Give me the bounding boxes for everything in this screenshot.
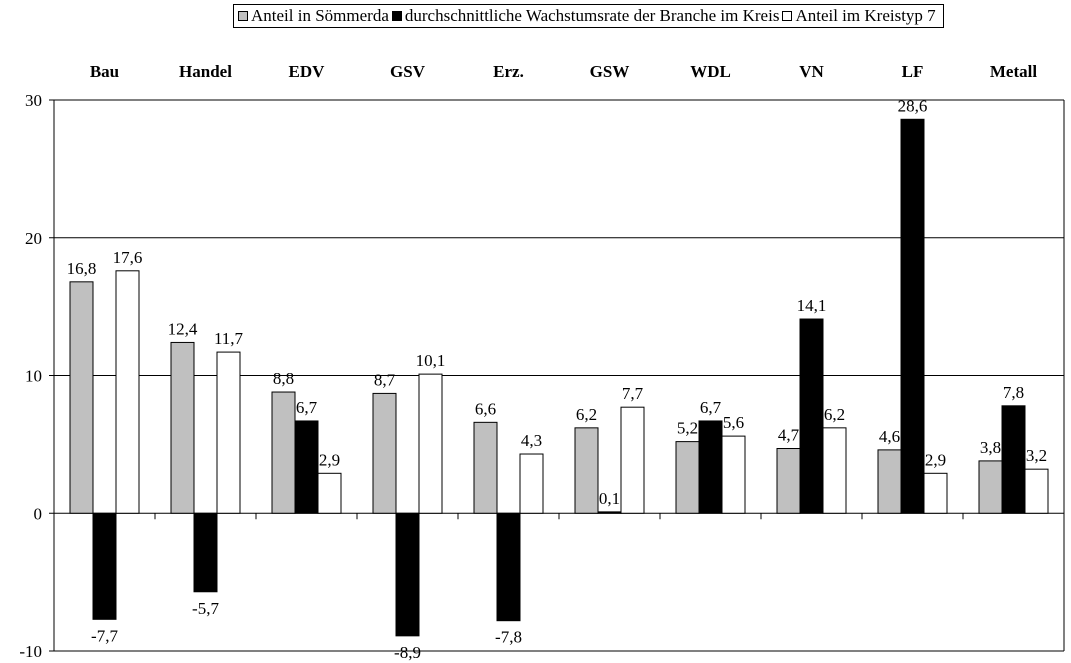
- bar: [900, 118, 925, 514]
- data-label: 0,1: [599, 489, 620, 508]
- data-label: 3,2: [1026, 446, 1047, 465]
- bar: [978, 460, 1003, 514]
- data-label: -8,9: [394, 643, 421, 662]
- y-tick-label: 0: [34, 504, 43, 523]
- y-tick-label: 10: [25, 367, 42, 386]
- bar: [822, 427, 847, 514]
- data-label: 11,7: [214, 329, 244, 348]
- category-label: WDL: [690, 62, 731, 81]
- category-label: Metall: [990, 62, 1037, 81]
- bar: [496, 512, 521, 622]
- bar: [1001, 405, 1026, 514]
- bar: [115, 270, 140, 514]
- data-label: 6,7: [700, 398, 722, 417]
- data-label: 6,2: [824, 405, 845, 424]
- y-tick-label: -10: [19, 642, 42, 661]
- legend-label-1: Anteil in Sömmerda: [251, 6, 389, 25]
- bar: [675, 441, 700, 514]
- data-label: 12,4: [168, 319, 198, 338]
- bar: [395, 512, 420, 637]
- data-label: 6,7: [296, 398, 318, 417]
- bar: [271, 391, 296, 514]
- legend-swatch-1: [238, 11, 248, 21]
- bar: [294, 420, 319, 514]
- data-label: 14,1: [797, 296, 827, 315]
- bar: [620, 406, 645, 514]
- data-label: 8,8: [273, 369, 294, 388]
- bar: [92, 512, 117, 620]
- bar: [418, 373, 443, 514]
- bar: [721, 435, 746, 514]
- bar: [216, 351, 241, 514]
- data-label: 4,3: [521, 431, 542, 450]
- data-label: 4,6: [879, 427, 900, 446]
- data-label: 10,1: [416, 351, 446, 370]
- data-label: 7,8: [1003, 383, 1024, 402]
- data-label: 28,6: [898, 96, 928, 115]
- legend-swatch-2: [391, 11, 402, 21]
- data-label: 3,8: [980, 438, 1001, 457]
- bar: [597, 511, 622, 514]
- data-label: 16,8: [67, 259, 97, 278]
- bar: [923, 472, 948, 514]
- bar: [574, 427, 599, 514]
- category-label: GSV: [390, 62, 426, 81]
- bar: [193, 512, 218, 593]
- bar: [170, 341, 195, 514]
- category-label: LF: [902, 62, 924, 81]
- bar: [69, 281, 94, 514]
- data-label: 5,2: [677, 419, 698, 438]
- data-label: 8,7: [374, 370, 396, 389]
- category-label: Erz.: [493, 62, 524, 81]
- bar: [519, 453, 544, 514]
- category-label: Handel: [179, 62, 232, 81]
- data-label: 6,6: [475, 399, 496, 418]
- data-label: -5,7: [192, 599, 219, 618]
- legend-item-3: Anteil im Kreistyp 7: [782, 6, 936, 26]
- legend-label-3: Anteil im Kreistyp 7: [795, 6, 936, 25]
- data-label: -7,7: [91, 626, 118, 645]
- data-label: 2,9: [925, 450, 946, 469]
- data-label: 5,6: [723, 413, 744, 432]
- bar: [776, 448, 801, 514]
- bar: [1024, 468, 1049, 514]
- legend-item-2: durchschnittliche Wachstumsrate der Bran…: [391, 6, 780, 26]
- legend-label-2: durchschnittliche Wachstumsrate der Bran…: [404, 6, 780, 25]
- bar: [799, 318, 824, 514]
- data-label: -7,8: [495, 628, 522, 647]
- category-label: EDV: [289, 62, 326, 81]
- bar: [317, 472, 342, 514]
- legend-swatch-3: [782, 11, 793, 21]
- legend-item-1: Anteil in Sömmerda: [238, 6, 389, 26]
- bar: [698, 420, 723, 514]
- category-label: Bau: [90, 62, 119, 81]
- data-label: 6,2: [576, 405, 597, 424]
- bar: [372, 392, 397, 514]
- bar: [877, 449, 902, 514]
- y-tick-label: 30: [25, 91, 42, 110]
- category-label: GSW: [590, 62, 630, 81]
- legend: Anteil in Sömmerda durchschnittliche Wac…: [233, 4, 944, 28]
- data-label: 7,7: [622, 384, 644, 403]
- bar: [473, 421, 498, 514]
- data-label: 4,7: [778, 426, 800, 445]
- category-label: VN: [799, 62, 824, 81]
- data-label: 2,9: [319, 450, 340, 469]
- data-label: 17,6: [113, 248, 143, 267]
- y-tick-label: 20: [25, 229, 42, 248]
